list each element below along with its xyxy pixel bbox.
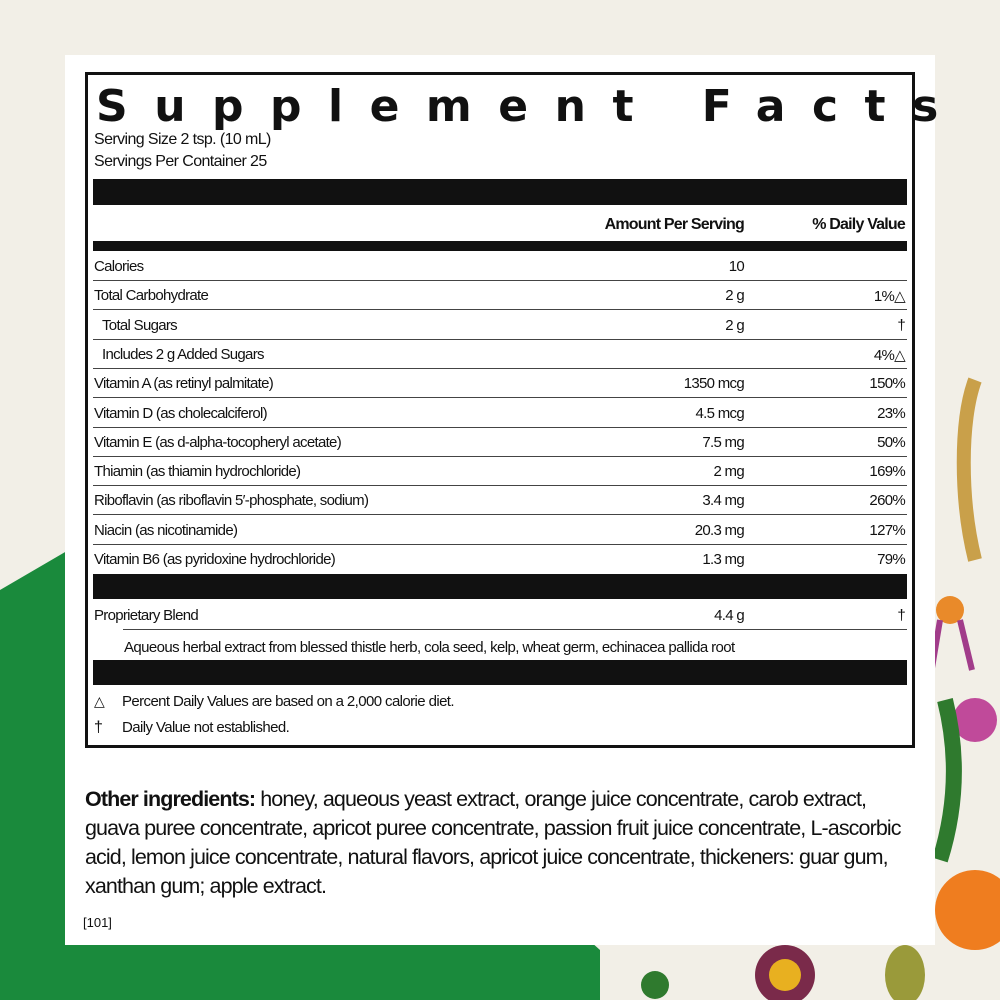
nutrient-name: Riboflavin (as riboflavin 5′-phosphate, … <box>94 492 369 510</box>
nutrient-name: Vitamin D (as cholecalciferol) <box>94 404 268 422</box>
nutrient-row: Thiamin (as thiamin hydrochloride) 2 mg 16… <box>93 457 907 487</box>
supplement-facts-panel: Supplement Facts Serving Size 2 tsp. (10… <box>85 72 965 748</box>
nutrient-row: Vitamin E (as d-alpha-tocopheryl acetate… <box>93 428 907 457</box>
nutrient-row: Vitamin A (as retinyl palmitate) 1350 mcg… <box>93 369 907 399</box>
nutrient-name: Total Sugars <box>102 316 178 334</box>
label-card: Supplement Facts Serving Size 2 tsp. (10… <box>65 55 965 945</box>
nutrient-name: Includes 2 g Added Sugars <box>102 345 265 363</box>
serving-size: Serving Size 2 tsp. (10 mL) <box>94 131 271 148</box>
footnote-text: Percent Daily Values are based on a 2,00… <box>122 693 455 710</box>
other-ingredients-text: honey, aqueous yeast extract, orange jui… <box>85 787 902 898</box>
nutrient-amount: 2 g <box>725 316 744 334</box>
nutrient-daily-value: 1%△ <box>873 288 906 306</box>
nutrient-amount: 2 mg <box>713 463 744 481</box>
nutrient-daily-value: 127% <box>869 521 905 539</box>
footnote-symbol: △ <box>94 693 105 709</box>
nutrient-name: Vitamin E (as d-alpha-tocopheryl acetate… <box>94 433 342 451</box>
blend-name: Proprietary Blend <box>94 607 199 624</box>
botanical-illustration <box>641 377 1000 1000</box>
nutrient-row: Vitamin B6 (as pyridoxine hydrochloride)… <box>93 545 907 574</box>
nutrient-amount: 1350 mcg <box>683 375 745 393</box>
nutrient-name: Niacin (as nicotinamide) <box>94 521 238 539</box>
other-ingredients: Other ingredients: honey, aqueous yeast … <box>85 785 925 901</box>
nutrient-daily-value: 150% <box>869 375 905 393</box>
blend-row: Proprietary Blend 4.4 g † <box>93 601 907 630</box>
nutrient-name: Thiamin (as thiamin hydrochloride) <box>94 463 301 481</box>
nutrient-amount: 10 <box>728 258 745 275</box>
nutrient-name: Vitamin B6 (as pyridoxine hydrochloride) <box>94 551 336 568</box>
divider-bar <box>93 660 907 685</box>
divider-bar <box>93 574 907 599</box>
nutrient-amount: 3.4 mg <box>702 492 744 510</box>
nutrient-row: Riboflavin (as riboflavin 5′-phosphate, … <box>93 486 907 516</box>
daily-value-header: % Daily Value <box>812 216 906 233</box>
nutrient-daily-value: † <box>897 316 905 334</box>
nutrient-amount: 7.5 mg <box>702 433 744 451</box>
panel-title: Supplement Facts <box>96 81 965 132</box>
nutrient-row: Total Carbohydrate 2 g 1%△ <box>93 281 907 311</box>
footnote-text: Daily Value not established. <box>122 719 290 736</box>
blend-amount: 4.4 g <box>714 607 745 624</box>
nutrient-daily-value: 79% <box>877 551 906 568</box>
nutrient-row: Calories 10 <box>93 252 907 281</box>
nutrient-name: Total Carbohydrate <box>94 287 209 305</box>
label-code: [101] <box>83 915 112 930</box>
footnote-symbol: † <box>94 719 103 736</box>
nutrient-daily-value: 169% <box>869 463 905 481</box>
other-ingredients-label: Other ingredients: <box>85 787 256 811</box>
nutrient-amount: 1.3 mg <box>702 551 744 568</box>
nutrient-daily-value: 50% <box>877 433 906 451</box>
divider-bar <box>93 241 907 251</box>
nutrient-daily-value: 23% <box>877 404 906 422</box>
nutrient-row: Vitamin D (as cholecalciferol) 4.5 mcg 23% <box>93 399 907 428</box>
nutrient-daily-value: 260% <box>869 492 905 510</box>
servings-per-container: Servings Per Container 25 <box>94 153 267 170</box>
nutrient-name: Calories <box>94 258 144 275</box>
blend-description: Aqueous herbal extract from blessed this… <box>124 639 735 656</box>
nutrient-amount: 4.5 mcg <box>695 404 745 422</box>
nutrient-row: Includes 2 g Added Sugars 4%△ <box>93 340 907 369</box>
nutrient-amount: 2 g <box>725 287 744 305</box>
nutrient-row: Total Sugars 2 g † <box>93 311 907 340</box>
nutrient-row: Niacin (as nicotinamide) 20.3 mg 127% <box>93 516 907 545</box>
divider-bar <box>93 179 907 205</box>
amount-header: Amount Per Serving <box>604 216 745 233</box>
nutrient-amount: 20.3 mg <box>694 521 745 539</box>
blend-dv: † <box>897 607 905 624</box>
nutrient-name: Vitamin A (as retinyl palmitate) <box>94 375 274 393</box>
nutrient-daily-value: 4%△ <box>873 346 906 364</box>
